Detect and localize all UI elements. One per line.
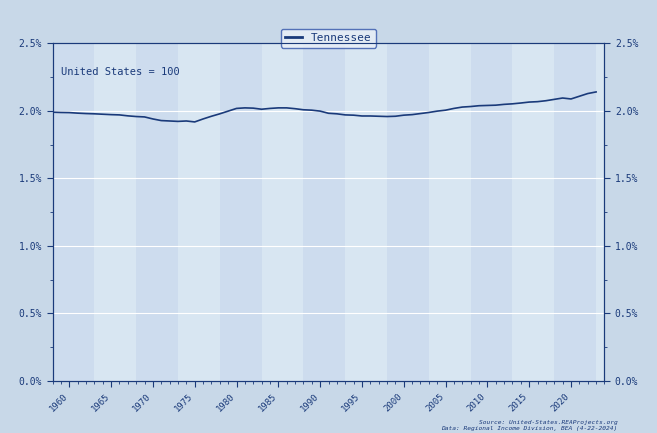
Bar xyxy=(95,43,136,381)
Text: United States = 100: United States = 100 xyxy=(61,67,179,77)
Bar xyxy=(304,43,345,381)
Bar xyxy=(596,43,604,381)
Bar xyxy=(178,43,220,381)
Bar xyxy=(555,43,596,381)
Bar xyxy=(53,43,95,381)
Bar xyxy=(470,43,512,381)
Bar xyxy=(512,43,555,381)
Bar xyxy=(429,43,470,381)
Bar xyxy=(345,43,387,381)
Text: Source: United-States.REAProjects.org
Data: Regional Income Division, BEA (4-22-: Source: United-States.REAProjects.org Da… xyxy=(442,420,618,431)
Bar xyxy=(220,43,261,381)
Bar xyxy=(136,43,178,381)
Bar xyxy=(261,43,304,381)
Legend: Tennessee: Tennessee xyxy=(281,29,376,48)
Bar xyxy=(387,43,429,381)
